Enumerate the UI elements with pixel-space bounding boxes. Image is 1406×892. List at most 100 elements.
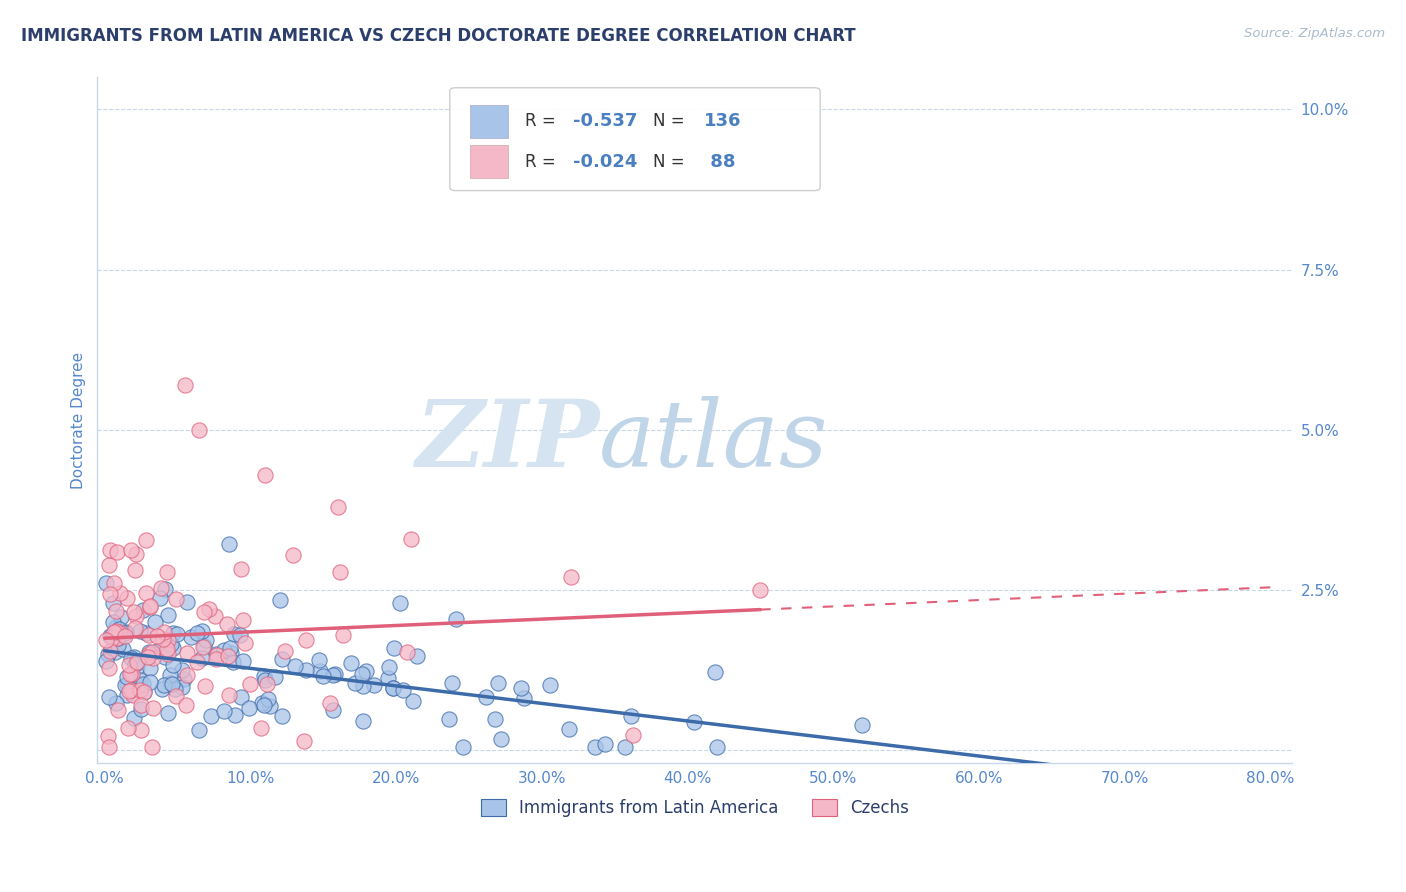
Point (484, 712, 506, 726)
Point (138, 650, 160, 665)
FancyBboxPatch shape (470, 105, 509, 137)
Point (253, 467, 276, 482)
Point (222, 655, 245, 669)
Point (295, 632, 318, 647)
Point (153, 649, 176, 664)
Point (441, 675, 464, 690)
Point (97, 729, 120, 743)
Point (173, 672, 195, 686)
Point (105, 631, 128, 645)
Point (108, 586, 131, 600)
Point (104, 604, 127, 618)
Point (120, 667, 142, 681)
Point (319, 697, 342, 711)
Point (382, 640, 405, 655)
Point (382, 681, 405, 695)
Point (212, 642, 235, 657)
Text: -0.024: -0.024 (572, 153, 637, 170)
Point (233, 636, 256, 650)
Point (446, 611, 468, 625)
Point (274, 644, 297, 658)
Point (558, 722, 581, 736)
Point (323, 667, 346, 681)
Point (111, 641, 134, 656)
Point (381, 681, 404, 695)
Point (249, 721, 271, 735)
Point (250, 696, 273, 710)
Point (186, 626, 208, 640)
Point (152, 632, 174, 647)
Point (150, 581, 173, 595)
Point (193, 605, 215, 619)
Point (100, 629, 122, 643)
Point (165, 689, 187, 703)
Point (343, 676, 366, 690)
Point (103, 625, 125, 640)
Point (103, 575, 125, 590)
Point (139, 599, 162, 614)
Point (326, 500, 349, 514)
Point (107, 623, 129, 637)
Point (205, 648, 228, 663)
Point (219, 647, 242, 661)
Text: N =: N = (652, 153, 690, 170)
Point (238, 701, 260, 715)
Point (141, 739, 163, 754)
Point (593, 737, 616, 751)
Point (114, 629, 136, 643)
Point (308, 653, 330, 667)
Point (157, 648, 180, 662)
Point (98, 661, 121, 675)
Point (115, 669, 138, 683)
Point (229, 562, 252, 576)
Point (141, 645, 163, 659)
Point (132, 677, 155, 691)
Point (162, 626, 184, 640)
Point (180, 630, 202, 644)
Point (205, 652, 228, 666)
Point (269, 593, 291, 607)
Point (163, 681, 186, 696)
Point (153, 625, 176, 640)
Point (198, 602, 221, 616)
Point (135, 586, 157, 600)
Point (354, 664, 377, 678)
Point (292, 734, 315, 748)
Point (101, 632, 124, 646)
Point (97, 558, 120, 573)
Point (378, 660, 401, 674)
Point (107, 703, 129, 717)
Point (218, 688, 240, 702)
Point (128, 682, 150, 697)
Point (256, 677, 278, 691)
Point (222, 627, 245, 641)
Point (683, 715, 706, 730)
Text: R =: R = (524, 153, 561, 170)
Point (613, 740, 636, 755)
Point (156, 565, 179, 579)
Point (194, 679, 217, 693)
Point (132, 685, 155, 699)
Point (377, 672, 399, 686)
Point (166, 627, 188, 641)
Point (132, 603, 155, 617)
Point (352, 667, 374, 681)
Point (128, 624, 150, 639)
Point (513, 690, 536, 705)
Point (156, 641, 179, 656)
Point (120, 667, 142, 681)
Point (389, 596, 412, 610)
Point (139, 674, 162, 689)
Point (284, 659, 307, 673)
Point (176, 595, 198, 609)
Point (107, 632, 129, 646)
Point (127, 660, 149, 674)
Point (101, 596, 124, 610)
Point (264, 670, 287, 684)
Point (396, 645, 419, 659)
Point (200, 709, 222, 723)
Point (143, 615, 166, 629)
Point (312, 669, 335, 683)
Text: atlas: atlas (599, 396, 828, 486)
Point (188, 723, 211, 738)
